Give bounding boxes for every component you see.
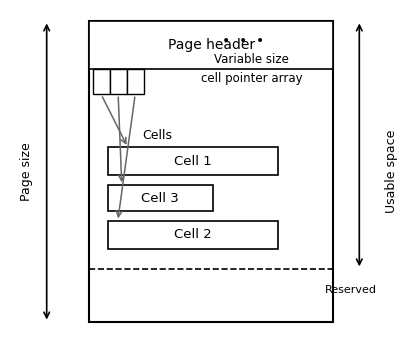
Bar — [109, 69, 126, 94]
Text: Usable space: Usable space — [384, 130, 397, 213]
Text: Page header: Page header — [167, 38, 254, 51]
Bar — [107, 147, 277, 175]
Bar — [126, 69, 143, 94]
Text: Cell 3: Cell 3 — [141, 192, 179, 204]
Bar — [107, 221, 277, 249]
Text: Variable size
cell pointer array: Variable size cell pointer array — [200, 52, 302, 85]
Text: Cells: Cells — [142, 129, 172, 142]
Bar — [107, 185, 213, 211]
Text: Cell 1: Cell 1 — [174, 155, 211, 168]
Text: Cell 2: Cell 2 — [174, 228, 211, 241]
Bar — [92, 69, 109, 94]
Bar — [89, 21, 332, 69]
Bar — [89, 21, 332, 322]
Text: Reserved: Reserved — [324, 285, 376, 295]
Text: Page size: Page size — [20, 142, 33, 201]
Text: •  •  •: • • • — [222, 34, 264, 48]
